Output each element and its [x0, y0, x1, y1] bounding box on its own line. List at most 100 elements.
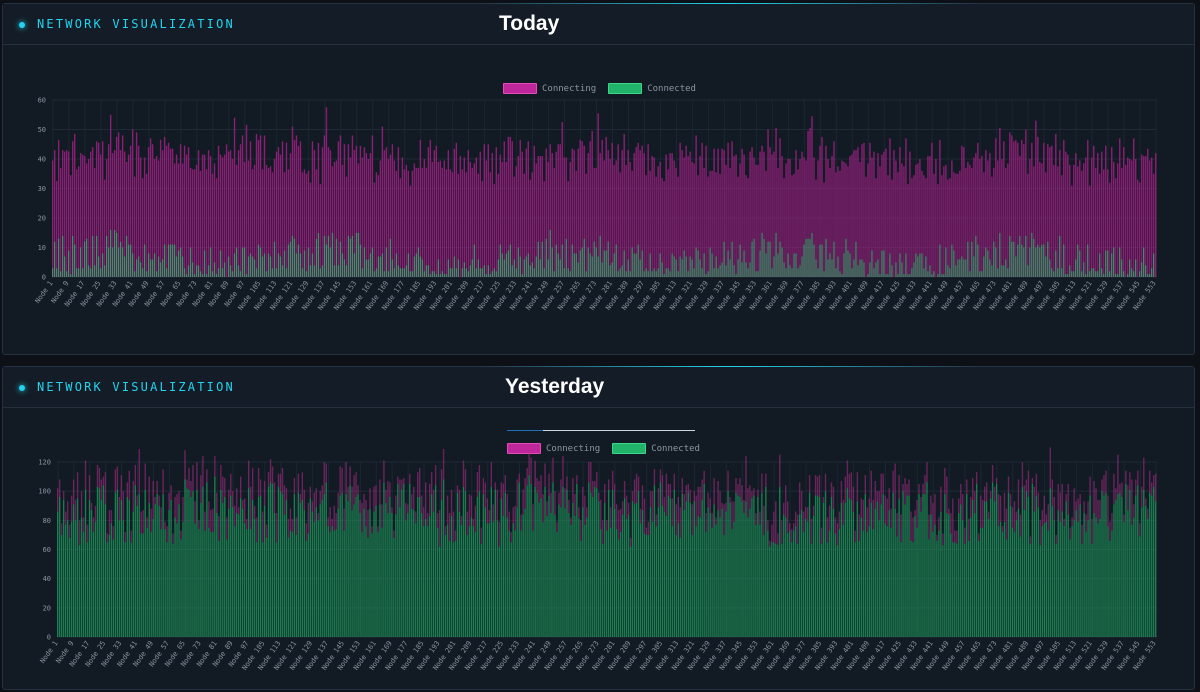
bar-connected — [1043, 244, 1045, 277]
bar-connected — [385, 502, 387, 637]
bar-connecting — [947, 179, 949, 266]
bar-connecting — [168, 492, 170, 511]
bar-connected — [486, 523, 489, 637]
bar-connecting — [1117, 454, 1119, 495]
bar-connecting — [838, 511, 841, 530]
bar-connecting — [1149, 470, 1151, 493]
bar-connected — [307, 533, 310, 637]
bar-connected — [212, 532, 214, 637]
bar-connected — [1035, 495, 1038, 637]
bar-connecting — [247, 460, 250, 489]
bar-connecting — [89, 151, 92, 269]
bar-connecting — [127, 154, 130, 245]
legend-item-connected[interactable]: Connected — [608, 83, 696, 94]
bar-connecting — [747, 488, 749, 518]
bar-connected — [757, 497, 759, 637]
bar-connecting — [315, 488, 317, 508]
bar-connecting — [569, 161, 571, 272]
bar-connecting — [707, 176, 709, 272]
bar-connecting — [421, 495, 423, 514]
y-tick-label: 20 — [38, 215, 46, 223]
bar-connected — [255, 542, 258, 637]
bar-connecting — [1049, 447, 1051, 489]
bar-connected — [309, 498, 312, 637]
bar-connecting — [1093, 480, 1095, 514]
bar-connecting — [393, 530, 395, 538]
legend-item-connecting[interactable]: Connecting — [507, 443, 600, 454]
bar-connecting — [64, 511, 67, 525]
bar-connecting — [745, 175, 747, 263]
bar-connecting — [870, 470, 872, 503]
bar-connecting — [562, 456, 564, 487]
bar-connected — [1129, 259, 1131, 277]
bar-connected — [719, 517, 721, 637]
bar-connecting — [295, 135, 298, 254]
bar-connected — [663, 274, 665, 277]
bar-connecting — [621, 501, 624, 515]
bar-connecting — [194, 501, 196, 524]
bar-connected — [544, 486, 546, 637]
bar-connected — [481, 268, 484, 277]
bar-connecting — [181, 163, 184, 257]
bar-connected — [224, 497, 226, 637]
bar-connected — [880, 504, 882, 637]
connecting-swatch-icon — [507, 443, 541, 454]
bar-connected — [207, 265, 210, 277]
bar-connected — [565, 238, 567, 277]
bar-connecting — [363, 494, 365, 509]
bar-connecting — [609, 159, 611, 266]
bar-connecting — [91, 147, 94, 236]
bar-connecting — [383, 460, 385, 483]
bar-connected — [1039, 545, 1042, 637]
bar-connected — [637, 244, 639, 277]
bar-connecting — [434, 464, 437, 486]
bar-connecting — [502, 483, 504, 516]
bar-connecting — [790, 529, 793, 543]
bar-connecting — [585, 173, 587, 272]
bar-connected — [866, 532, 868, 637]
bar-connected — [1075, 259, 1077, 277]
bar-connected — [543, 268, 545, 277]
chart-legend: Connecting Connected — [507, 443, 706, 454]
bar-connecting — [66, 501, 69, 521]
bar-connecting — [590, 462, 592, 493]
bar-connecting — [1003, 492, 1006, 522]
bar-connected — [981, 527, 984, 637]
bar-connecting — [516, 479, 518, 508]
bar-connecting — [801, 151, 803, 257]
legend-item-connected[interactable]: Connected — [612, 443, 700, 454]
bar-connected — [884, 523, 886, 637]
bar-connecting — [259, 479, 262, 496]
bar-connecting — [641, 485, 644, 511]
bar-connecting — [349, 157, 352, 239]
bar-connecting — [659, 161, 661, 254]
bar-connecting — [1037, 492, 1040, 508]
bar-connected — [1105, 250, 1107, 277]
bar-connecting — [215, 178, 218, 275]
bar-connecting — [96, 464, 99, 487]
bar-connecting — [1143, 156, 1145, 248]
bar-connecting — [335, 513, 337, 530]
bar-connected — [271, 268, 274, 277]
legend-item-connecting[interactable]: Connecting — [503, 83, 596, 94]
bar-connecting — [906, 483, 908, 496]
bar-connecting — [587, 153, 589, 248]
bar-connected — [558, 504, 560, 637]
bar-connected — [549, 229, 551, 277]
bar-connected — [113, 229, 116, 277]
bar-connected — [943, 274, 945, 277]
bar-connected — [957, 259, 959, 277]
bar-connected — [796, 543, 799, 637]
bar-connected — [814, 495, 817, 637]
bar-connected — [506, 517, 508, 637]
bar-connecting — [101, 141, 104, 254]
bar-connecting — [167, 142, 170, 245]
bar-connected — [401, 489, 403, 637]
bar-connected — [263, 505, 266, 637]
bar-connected — [1069, 539, 1071, 637]
bar-connected — [148, 502, 150, 637]
bar-connecting — [787, 501, 789, 534]
bar-connecting — [789, 523, 791, 531]
bar-connected — [533, 268, 535, 277]
bar-connecting — [228, 489, 230, 509]
